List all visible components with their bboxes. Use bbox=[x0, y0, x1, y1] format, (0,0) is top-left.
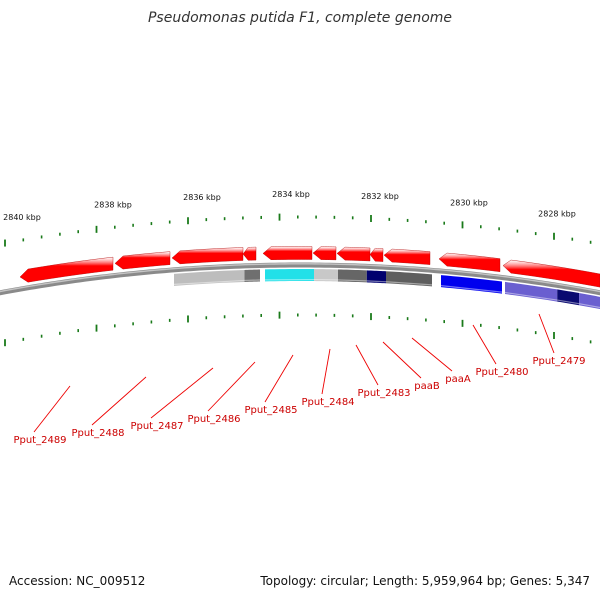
category-bar-paaA-0-highlight bbox=[385, 281, 433, 286]
gene-label-Pput_2487: Pput_2487 bbox=[130, 421, 183, 432]
category-bar-Pput_2483-0 bbox=[338, 269, 367, 283]
leader-line-Pput_2483 bbox=[355, 344, 379, 386]
category-bar-Pput_2484-0 bbox=[314, 269, 338, 282]
leader-line-Pput_2480 bbox=[472, 324, 497, 365]
category-bar-Pput_2483-1-highlight bbox=[366, 280, 387, 283]
category-bar-Pput_2479-1-highlight bbox=[557, 299, 580, 305]
leader-line-Pput_2484 bbox=[321, 348, 331, 395]
gene-arrow-paaB bbox=[369, 248, 384, 262]
scale-label-1: 2838 kbp bbox=[94, 200, 132, 209]
category-bar-Pput_2485-0 bbox=[265, 269, 314, 282]
category-bar-Pput_2479-0-highlight bbox=[504, 291, 558, 301]
accession-label: Accession: NC_009512 bbox=[9, 574, 146, 588]
leader-line-paaB bbox=[382, 341, 422, 379]
category-bar-Pput_2480-0-highlight bbox=[440, 285, 503, 293]
leader-line-Pput_2479 bbox=[538, 313, 555, 354]
scale-label-6: 2828 kbp bbox=[538, 210, 576, 219]
leader-line-Pput_2485 bbox=[264, 354, 294, 403]
category-bar-Pput_2487-0-highlight bbox=[173, 279, 245, 286]
gene-arrow-Pput_2487 bbox=[171, 247, 244, 265]
gene-arrow-Pput_2479 bbox=[502, 259, 600, 288]
category-bar-Pput_2479-2 bbox=[579, 293, 600, 310]
gene-arrow-Pput_2489 bbox=[19, 256, 114, 283]
scale-label-5: 2830 kbp bbox=[450, 198, 488, 207]
gene-label-Pput_2484: Pput_2484 bbox=[301, 397, 354, 408]
category-bar-Pput_2487-0 bbox=[174, 269, 245, 286]
gene-label-Pput_2489: Pput_2489 bbox=[13, 435, 66, 446]
scale-label-4: 2832 kbp bbox=[361, 192, 399, 201]
gene-arrow-Pput_2486 bbox=[242, 246, 257, 261]
page-title: Pseudomonas putida F1, complete genome bbox=[147, 10, 453, 26]
gene-arrow-Pput_2484 bbox=[312, 246, 337, 261]
leader-line-Pput_2488 bbox=[91, 376, 147, 426]
backbone-arc bbox=[0, 262, 600, 296]
leader-line-Pput_2486 bbox=[207, 361, 256, 412]
leader-line-Pput_2489 bbox=[33, 385, 71, 433]
gene-label-Pput_2488: Pput_2488 bbox=[71, 428, 124, 439]
scale-label-3: 2834 kbp bbox=[272, 190, 310, 199]
category-bar-Pput_2479-0 bbox=[505, 281, 558, 302]
gene-label-Pput_2483: Pput_2483 bbox=[357, 388, 410, 399]
category-bar-Pput_2479-2-highlight bbox=[578, 303, 600, 309]
gene-label-Pput_2486: Pput_2486 bbox=[187, 414, 240, 425]
gene-arrow-Pput_2488 bbox=[114, 251, 171, 270]
scale-label-0: 2840 kbp bbox=[3, 213, 41, 222]
leader-line-paaA bbox=[411, 337, 453, 372]
category-bar-Pput_2480-0 bbox=[441, 275, 502, 294]
category-bar-Pput_2487-1 bbox=[244, 269, 260, 282]
backbone-highlight bbox=[0, 263, 600, 293]
gene-label-paaB: paaB bbox=[414, 381, 440, 392]
gene-label-paaA: paaA bbox=[445, 374, 471, 385]
gene-label-Pput_2485: Pput_2485 bbox=[244, 405, 297, 416]
category-bar-Pput_2483-0-highlight bbox=[337, 279, 367, 282]
scale-label-2: 2836 kbp bbox=[183, 193, 221, 202]
gene-arrow-Pput_2485 bbox=[262, 246, 313, 260]
category-bar-Pput_2479-1 bbox=[557, 289, 580, 306]
category-bar-paaA-0 bbox=[386, 271, 432, 287]
genome-summary: Topology: circular; Length: 5,959,964 bp… bbox=[260, 574, 590, 588]
gene-arrow-paaA bbox=[383, 248, 431, 265]
category-bar-Pput_2483-1 bbox=[366, 270, 386, 284]
gene-arrow-Pput_2483 bbox=[336, 246, 371, 262]
gene-label-Pput_2480: Pput_2480 bbox=[475, 367, 528, 378]
gene-arrow-Pput_2480 bbox=[438, 252, 501, 272]
gene-label-Pput_2479: Pput_2479 bbox=[532, 356, 585, 367]
leader-line-Pput_2487 bbox=[150, 367, 214, 419]
